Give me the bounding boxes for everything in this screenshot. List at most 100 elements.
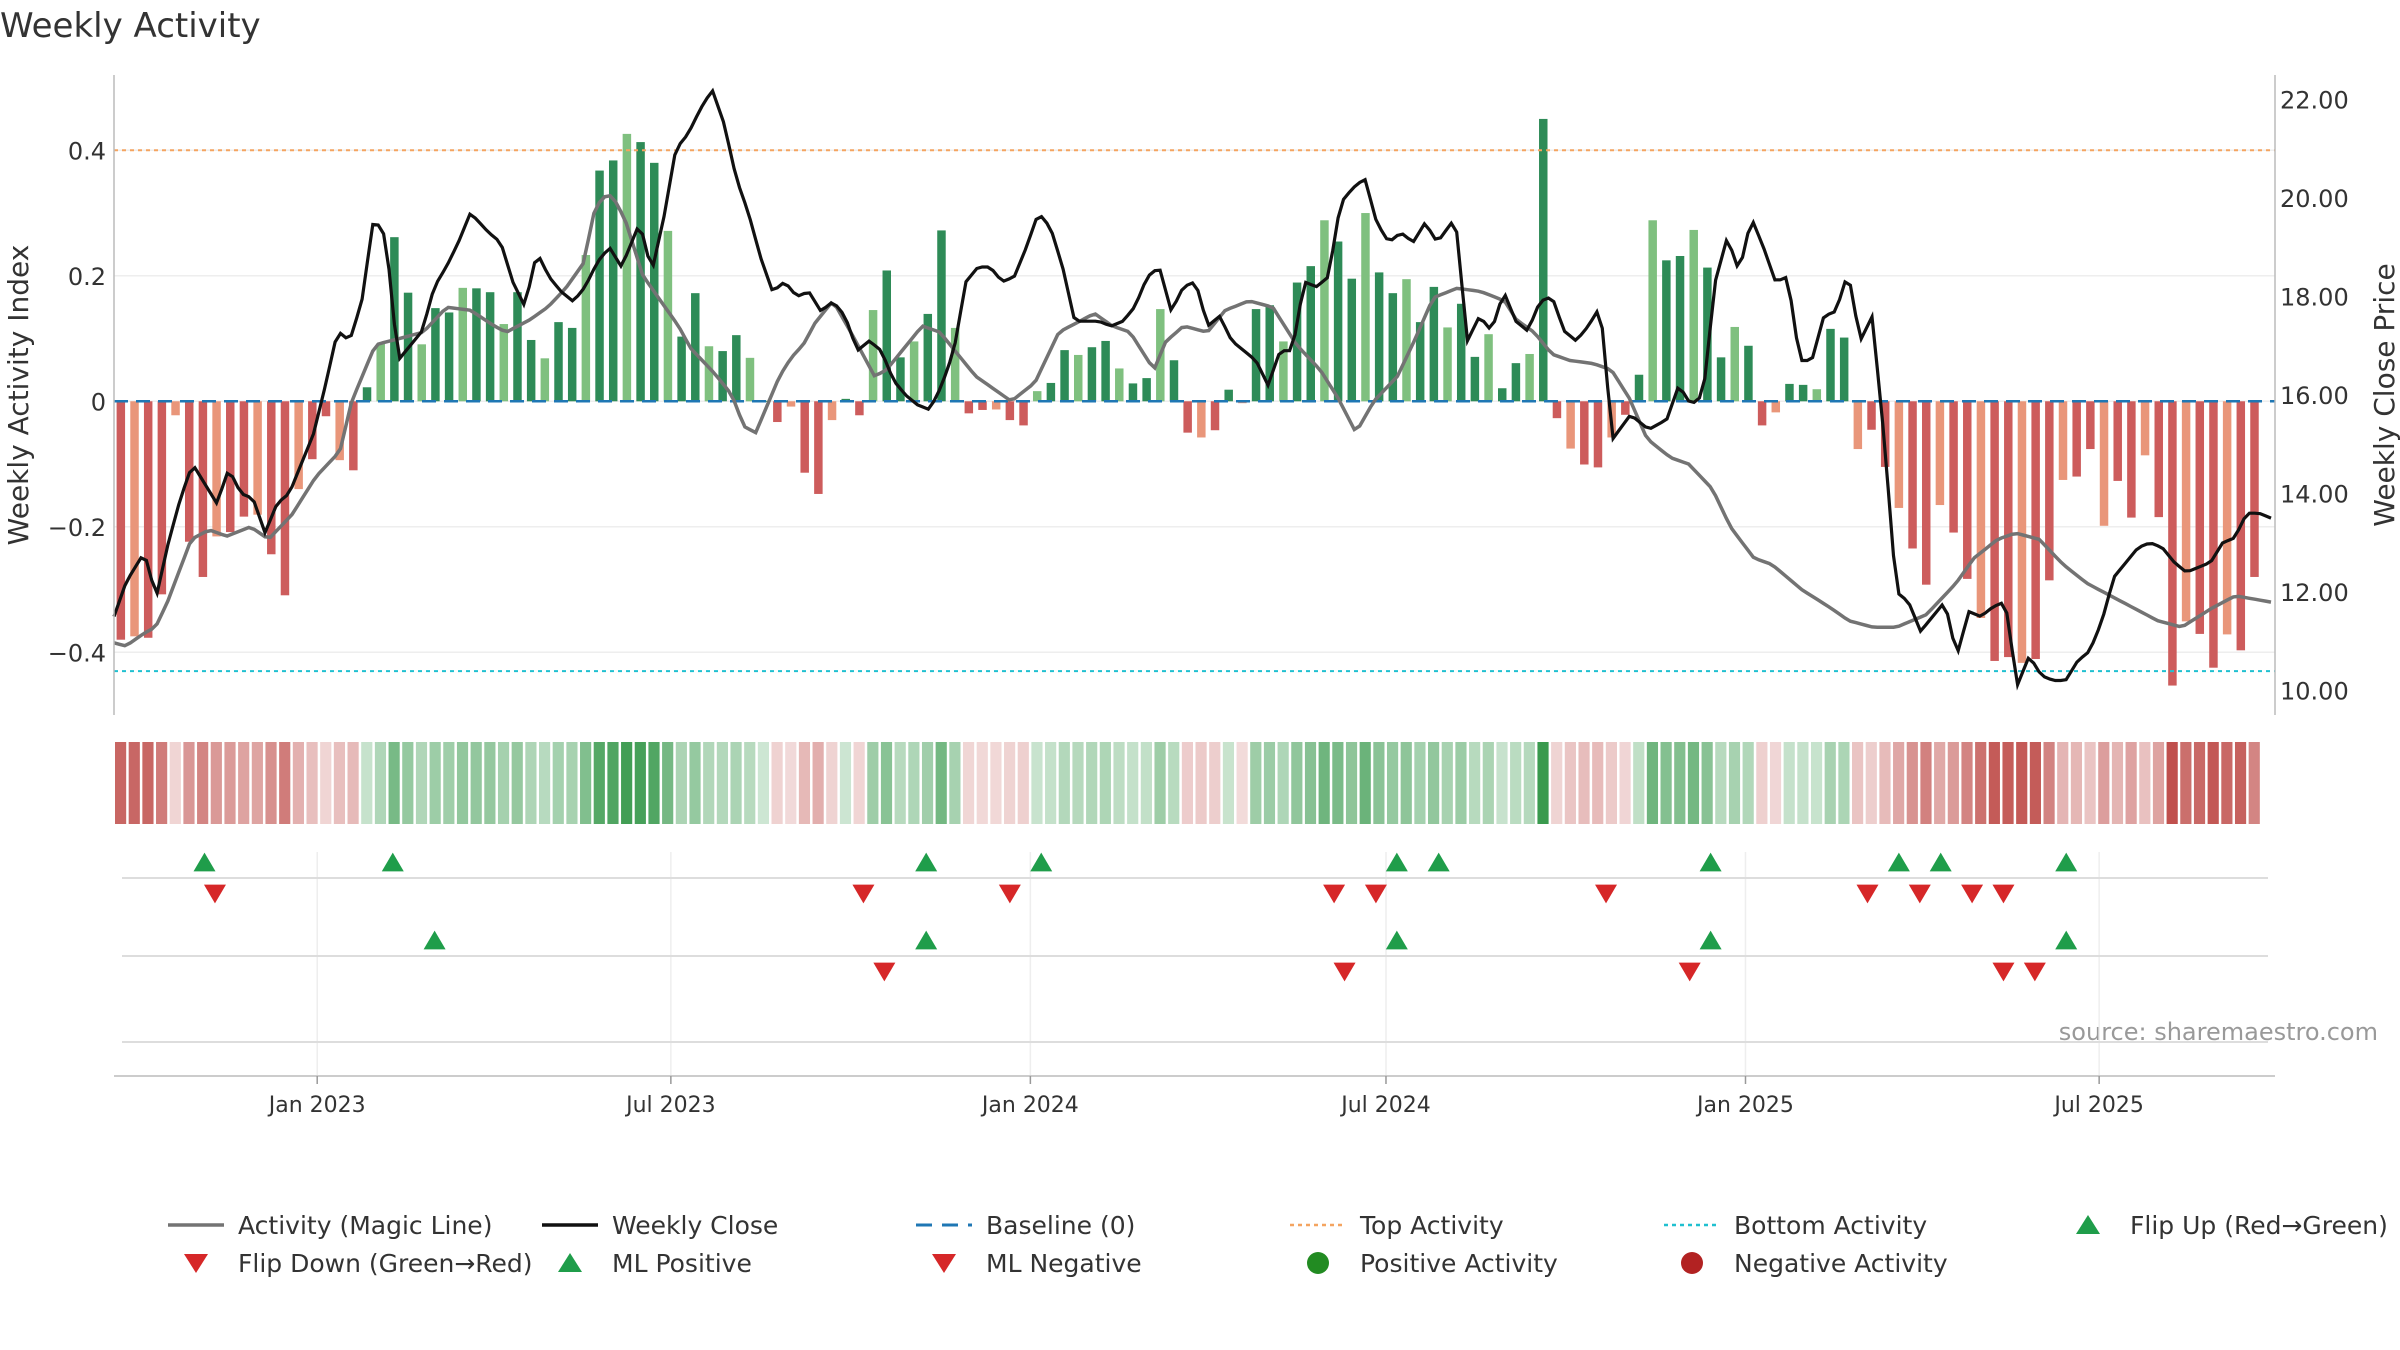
activity-bar [294, 401, 303, 490]
activity-bar [130, 401, 139, 637]
flip-down-marker [1856, 884, 1879, 904]
activity-bar [1224, 389, 1233, 402]
activity-bar [1265, 305, 1274, 402]
heat-cell [484, 742, 496, 824]
heat-cell [2029, 742, 2041, 824]
activity-bar [691, 293, 700, 402]
heat-cell [2084, 742, 2096, 824]
activity-bar [1867, 401, 1876, 430]
activity-bar [417, 344, 426, 402]
y-tick-right-label: 18.00 [2280, 284, 2349, 312]
activity-bar [2017, 401, 2027, 663]
heat-cell [1004, 742, 1016, 824]
activity-bar [1785, 383, 1794, 402]
activity-bar [1333, 241, 1343, 402]
heat-cell [2070, 742, 2083, 824]
activity-bar [1976, 401, 1986, 618]
activity-bar [2072, 401, 2081, 477]
heat-cell [128, 742, 140, 824]
heat-cell [1496, 742, 1508, 824]
heat-cell [429, 742, 441, 824]
activity-bar [745, 357, 755, 402]
heat-cell [2193, 742, 2206, 824]
y-tick-right-label: 16.00 [2280, 382, 2349, 410]
legend-swatch [184, 1254, 208, 1273]
legend-swatch [1681, 1252, 1703, 1274]
activity-bar [1197, 401, 1206, 438]
heat-cell [621, 742, 633, 824]
activity-bar [1169, 360, 1179, 402]
y-tick-right-label: 20.00 [2280, 185, 2349, 213]
activity-bar [1908, 401, 1917, 549]
heat-cell [320, 742, 332, 824]
activity-bar [2086, 401, 2095, 450]
heat-cell [716, 742, 728, 824]
legend-label: Activity (Magic Line) [238, 1211, 492, 1240]
heat-cell [1359, 742, 1371, 824]
activity-bar [896, 357, 905, 402]
heat-cell [744, 742, 756, 824]
y-tick-left-label: 0 [91, 388, 106, 416]
activity-bar [267, 401, 276, 555]
flip-up-marker [915, 852, 938, 872]
activity-bar [595, 170, 604, 402]
y-tick-right-label: 22.00 [2280, 87, 2349, 115]
activity-bar [2209, 401, 2218, 668]
activity-bar [362, 387, 372, 402]
heat-cell [785, 742, 797, 824]
heat-cell [1140, 742, 1152, 824]
flip-up-marker [1427, 852, 1450, 872]
activity-bar [1347, 278, 1357, 402]
activity-bar [978, 401, 987, 410]
activity-bar [2250, 401, 2259, 577]
heat-cell [1345, 742, 1358, 824]
activity-bar [950, 327, 960, 402]
flip-up-marker [1385, 852, 1408, 872]
heat-cell [1769, 742, 1782, 824]
activity-bar [773, 401, 782, 423]
heat-cell [1031, 742, 1043, 824]
heat-cell [1523, 742, 1535, 824]
heat-cell [689, 742, 701, 824]
heat-cell [142, 742, 154, 824]
chart-title: Weekly Activity [0, 6, 261, 46]
activity-bar [650, 162, 659, 402]
activity-bar [1279, 341, 1288, 402]
heat-cell [1045, 742, 1057, 824]
heat-cell [894, 742, 906, 824]
heat-cell [1386, 742, 1399, 824]
ml-positive-marker [1385, 930, 1408, 950]
activity-bar [1894, 401, 1904, 508]
x-tick-label: Jul 2025 [2052, 1093, 2144, 1118]
heat-cell [2234, 742, 2247, 824]
heat-cell [1086, 742, 1098, 824]
activity-bar [253, 401, 262, 515]
activity-bar [239, 401, 249, 517]
activity-bar [444, 312, 454, 402]
heat-cell [2152, 742, 2165, 824]
heat-cell [1906, 742, 1918, 824]
heat-cell [1564, 742, 1576, 824]
x-axis: Jan 2023 Jul 2023 Jan 2024 Jul 2024 Jan 2025… [114, 1075, 2275, 1118]
heat-cell [1304, 742, 1317, 824]
heat-cell [935, 742, 947, 824]
heat-cell [1578, 742, 1590, 824]
heat-cell [2043, 742, 2055, 824]
activity-bar [116, 401, 126, 640]
heat-cell [1947, 742, 1959, 824]
heat-cell [2016, 742, 2028, 824]
activity-bar [2031, 401, 2040, 660]
heat-cell [1920, 742, 1932, 824]
activity-bar [526, 339, 536, 402]
activity-bar [1101, 340, 1110, 402]
heat-cell [292, 742, 304, 824]
activity-bar [2168, 401, 2177, 686]
x-tick-label: Jan 2024 [980, 1093, 1079, 1118]
heat-cell [1181, 742, 1193, 824]
heat-cell [402, 742, 414, 824]
activity-bar [800, 401, 809, 473]
flip-up-marker [1887, 852, 1910, 872]
activity-bar [1580, 401, 1589, 465]
heat-cell [374, 742, 387, 824]
heat-cell [183, 742, 195, 824]
